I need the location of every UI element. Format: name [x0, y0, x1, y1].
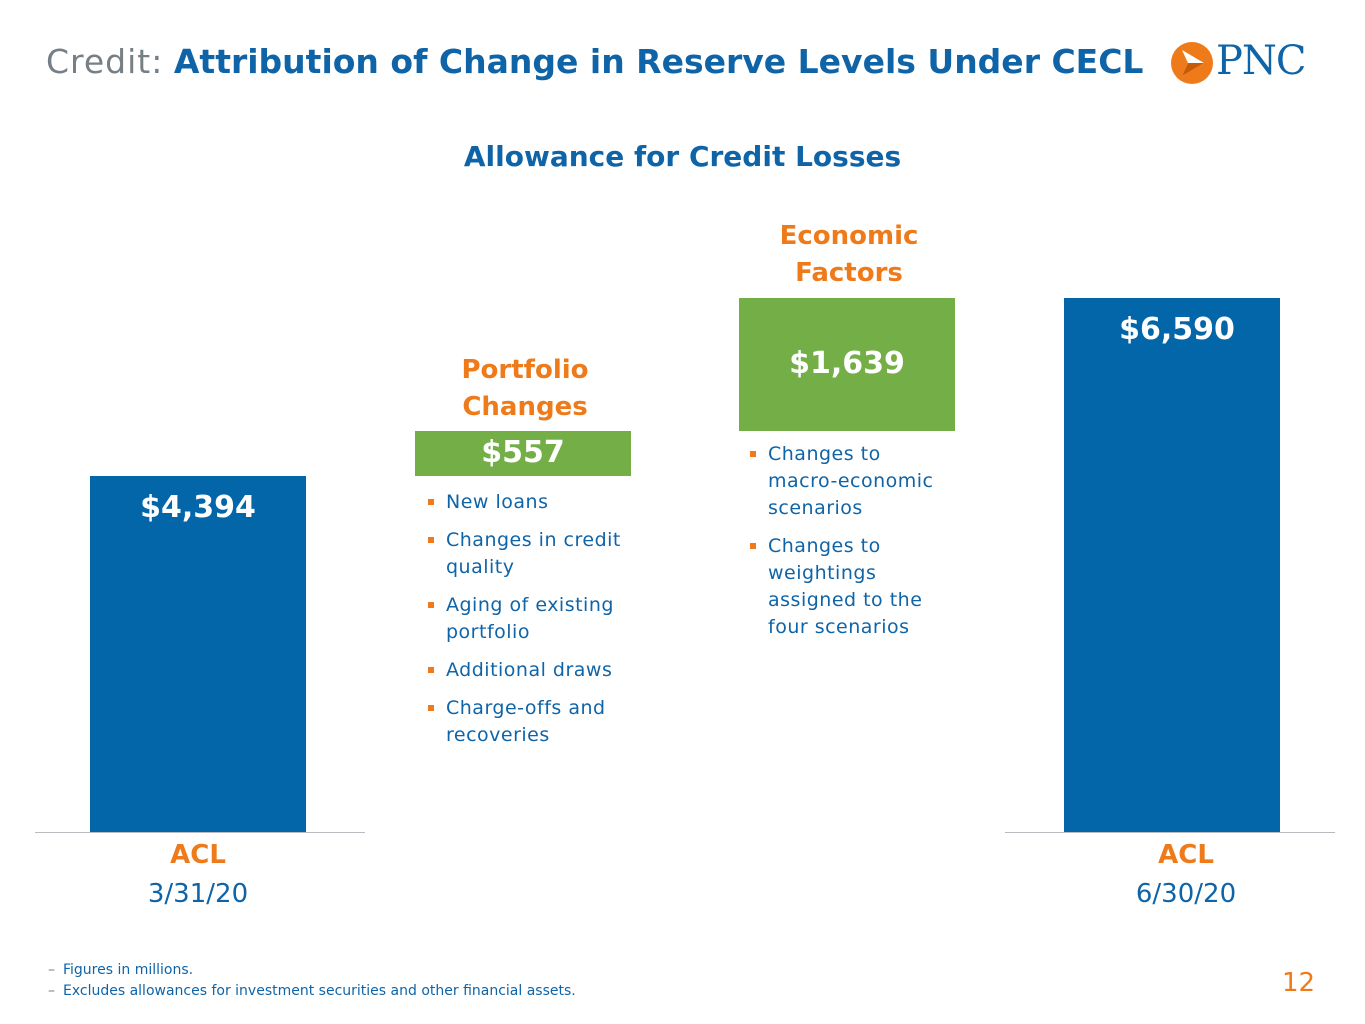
value-label-acl-end: $6,590: [1119, 312, 1235, 347]
bullet-square-icon: [428, 705, 434, 711]
footnotes: – Figures in millions. – Excludes allowanc…: [48, 960, 576, 1002]
portfolio-bullet-list: New loans Changes in credit quality Agin…: [428, 489, 638, 760]
list-item: Aging of existing portfolio: [428, 592, 638, 646]
value-label-economic: $1,639: [789, 346, 905, 381]
economic-title-line-2: Factors: [795, 258, 903, 288]
economic-title-line-1: Economic: [779, 221, 919, 251]
title-prefix: Credit:: [46, 42, 164, 81]
bar-acl-6-30-20: [1064, 298, 1280, 832]
bullet-square-icon: [428, 602, 434, 608]
baseline-right: [1005, 832, 1335, 833]
economic-bullet-list: Changes to macro-economic scenarios Chan…: [750, 441, 955, 652]
x-label-acl-end: ACL: [1158, 840, 1214, 870]
list-item: Changes to macro-economic scenarios: [750, 441, 955, 522]
pnc-logo: PNC: [1168, 38, 1328, 88]
list-item: Charge-offs and recoveries: [428, 695, 638, 749]
portfolio-title-line-2: Changes: [462, 392, 588, 422]
page-title: Credit: Attribution of Change in Reserve…: [46, 42, 1143, 81]
bar-acl-3-31-20: [90, 475, 306, 832]
value-label-acl-start: $4,394: [140, 489, 256, 525]
x-label-date-end: 6/30/20: [1135, 879, 1237, 909]
list-item: Changes in credit quality: [428, 527, 638, 581]
bullet-square-icon: [750, 543, 756, 549]
portfolio-changes-title: Portfolio Changes: [415, 352, 635, 426]
pnc-logo-mark-icon: [1171, 42, 1213, 84]
chart-title: Allowance for Credit Losses: [463, 140, 902, 173]
economic-factors-title: Economic Factors: [739, 218, 959, 292]
bullet-square-icon: [428, 667, 434, 673]
page-number: 12: [1282, 968, 1316, 998]
bullet-square-icon: [428, 499, 434, 505]
footnote: – Figures in millions.: [48, 962, 194, 978]
value-label-portfolio: $557: [481, 435, 565, 471]
title-main: Attribution of Change in Reserve Levels …: [173, 42, 1144, 81]
bar-portfolio-changes: [415, 430, 631, 476]
list-item: Additional draws: [428, 657, 638, 684]
logo-text: PNC: [1216, 38, 1307, 84]
x-label-acl-start: ACL: [170, 840, 226, 870]
portfolio-title-line-1: Portfolio: [461, 355, 589, 385]
bullet-square-icon: [428, 537, 434, 543]
list-item: Changes to weightings assigned to the fo…: [750, 533, 955, 641]
baseline-left: [35, 832, 365, 833]
footnote: – Excludes allowances for investment secu…: [48, 983, 576, 999]
bullet-square-icon: [750, 451, 756, 457]
list-item: New loans: [428, 489, 638, 516]
bar-economic-factors: [739, 298, 955, 431]
x-label-date-start: 3/31/20: [147, 879, 249, 909]
